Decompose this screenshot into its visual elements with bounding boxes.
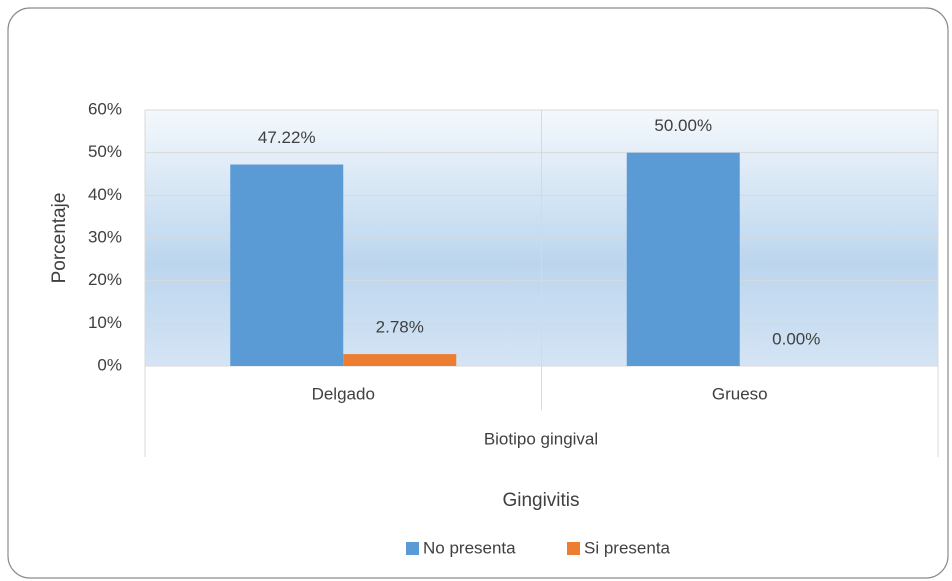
x-tick-label: Grueso bbox=[712, 384, 768, 403]
y-tick-label: 60% bbox=[88, 99, 122, 118]
legend-swatch bbox=[567, 542, 580, 555]
legend-title: Gingivitis bbox=[502, 490, 579, 511]
data-label: 0.00% bbox=[772, 329, 820, 348]
x-tick-label: Delgado bbox=[312, 384, 375, 403]
data-label: 50.00% bbox=[654, 116, 712, 135]
x-axis-title: Biotipo gingival bbox=[484, 429, 598, 448]
data-label: 2.78% bbox=[376, 318, 424, 337]
y-tick-label: 50% bbox=[88, 142, 122, 161]
bar bbox=[343, 354, 457, 366]
bar bbox=[626, 152, 740, 366]
y-tick-label: 0% bbox=[97, 355, 122, 374]
data-label: 47.22% bbox=[258, 128, 316, 147]
y-tick-label: 20% bbox=[88, 270, 122, 289]
y-axis-title: Porcentaje bbox=[49, 193, 70, 284]
y-tick-label: 40% bbox=[88, 185, 122, 204]
y-tick-label: 10% bbox=[88, 313, 122, 332]
legend-label: Si presenta bbox=[584, 538, 671, 557]
bar bbox=[230, 164, 344, 366]
legend-swatch bbox=[406, 542, 419, 555]
legend-label: No presenta bbox=[423, 538, 516, 557]
y-tick-label: 30% bbox=[88, 227, 122, 246]
